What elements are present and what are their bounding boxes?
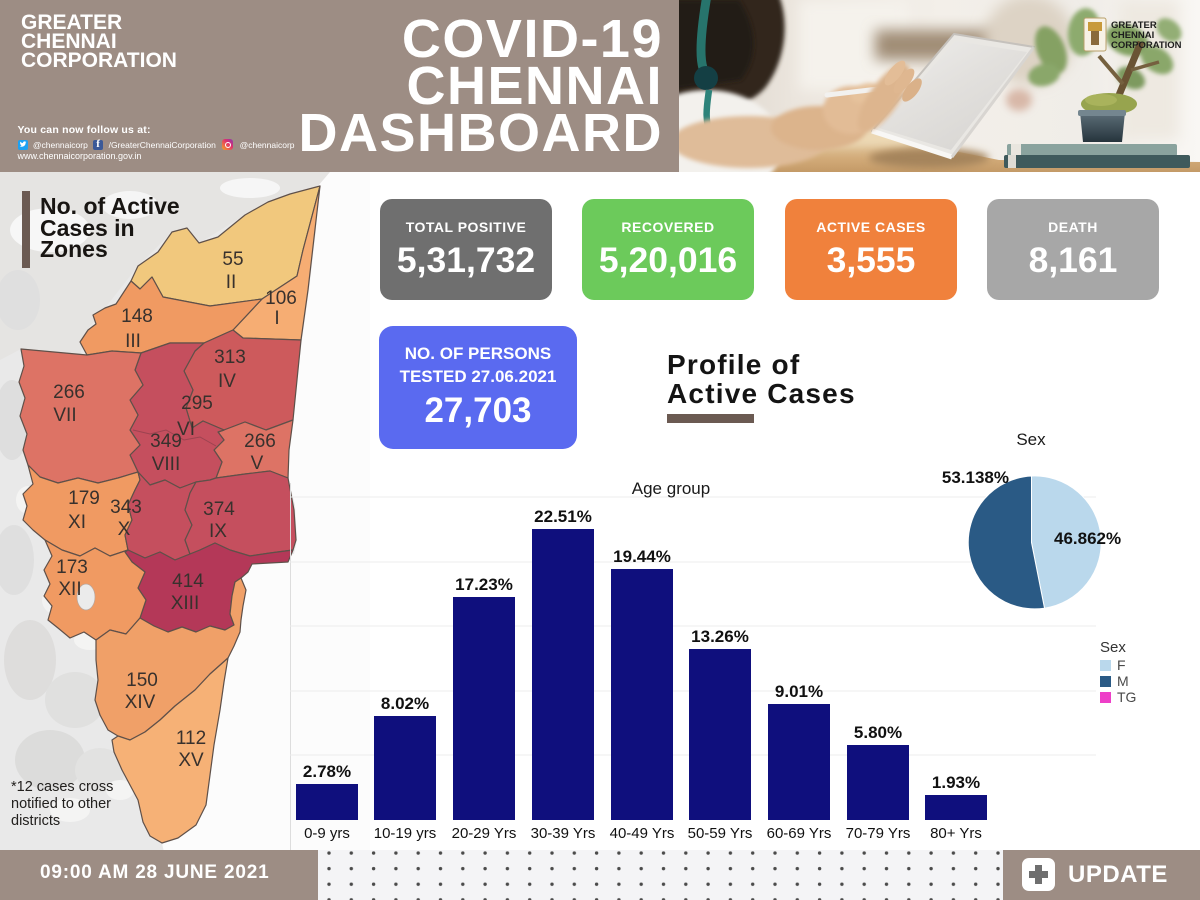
svg-text:22.51%: 22.51% <box>534 507 592 526</box>
svg-text:X: X <box>118 519 131 540</box>
svg-text:8.02%: 8.02% <box>381 694 429 713</box>
svg-text:19.44%: 19.44% <box>613 547 671 566</box>
svg-text:II: II <box>226 272 237 293</box>
svg-text:XI: XI <box>68 512 86 533</box>
svg-text:VII: VII <box>53 405 76 426</box>
svg-text:XII: XII <box>58 579 81 600</box>
svg-text:13.26%: 13.26% <box>691 627 749 646</box>
svg-text:5.80%: 5.80% <box>854 723 902 742</box>
svg-text:F: F <box>1117 657 1126 673</box>
svg-text:179: 179 <box>68 488 100 509</box>
svg-text:414: 414 <box>172 571 204 592</box>
svg-text:112: 112 <box>176 728 206 749</box>
svg-text:V: V <box>251 453 264 474</box>
svg-text:349: 349 <box>150 431 182 452</box>
svg-text:CORPORATION: CORPORATION <box>1111 40 1182 51</box>
svg-text:343: 343 <box>110 497 142 518</box>
svg-text:374: 374 <box>203 499 235 520</box>
svg-text:IX: IX <box>209 521 227 542</box>
svg-text:150: 150 <box>126 670 158 691</box>
svg-text:30-39 Yrs: 30-39 Yrs <box>531 825 596 842</box>
svg-text:M: M <box>1117 673 1129 689</box>
svg-text:9.01%: 9.01% <box>775 682 823 701</box>
svg-text:TG: TG <box>1117 689 1136 705</box>
svg-text:313: 313 <box>214 347 246 368</box>
svg-text:XIV: XIV <box>125 692 156 713</box>
svg-text:266: 266 <box>244 431 276 452</box>
svg-text:173: 173 <box>56 557 88 578</box>
svg-text:46.862%: 46.862% <box>1054 529 1121 548</box>
svg-text:1.93%: 1.93% <box>932 773 980 792</box>
svg-text:50-59 Yrs: 50-59 Yrs <box>688 825 753 842</box>
svg-text:60-69 Yrs: 60-69 Yrs <box>767 825 832 842</box>
svg-text:55: 55 <box>222 249 243 270</box>
svg-text:70-79 Yrs: 70-79 Yrs <box>846 825 911 842</box>
svg-text:80+ Yrs: 80+ Yrs <box>930 825 982 842</box>
svg-text:10-19 yrs: 10-19 yrs <box>374 825 437 842</box>
svg-text:266: 266 <box>53 382 85 403</box>
svg-text:CHENNAI: CHENNAI <box>1111 30 1154 41</box>
svg-text:I: I <box>274 308 279 329</box>
svg-text:106: 106 <box>265 288 297 309</box>
svg-text:IV: IV <box>218 371 236 392</box>
svg-text:XV: XV <box>178 750 204 771</box>
svg-text:GREATER: GREATER <box>1111 20 1157 31</box>
svg-text:Sex: Sex <box>1016 430 1046 449</box>
svg-text:0-9 yrs: 0-9 yrs <box>304 825 350 842</box>
svg-text:17.23%: 17.23% <box>455 575 513 594</box>
svg-text:XIII: XIII <box>171 593 200 614</box>
svg-text:148: 148 <box>121 306 153 327</box>
svg-text:40-49 Yrs: 40-49 Yrs <box>610 825 675 842</box>
svg-text:2.78%: 2.78% <box>303 762 351 781</box>
svg-text:III: III <box>125 331 141 352</box>
svg-text:Sex: Sex <box>1100 639 1126 656</box>
svg-text:20-29 Yrs: 20-29 Yrs <box>452 825 517 842</box>
svg-text:295: 295 <box>181 393 213 414</box>
svg-text:VI: VI <box>177 419 195 440</box>
svg-text:VIII: VIII <box>152 454 181 475</box>
svg-text:Age group: Age group <box>632 479 710 498</box>
svg-text:53.138%: 53.138% <box>942 468 1009 487</box>
